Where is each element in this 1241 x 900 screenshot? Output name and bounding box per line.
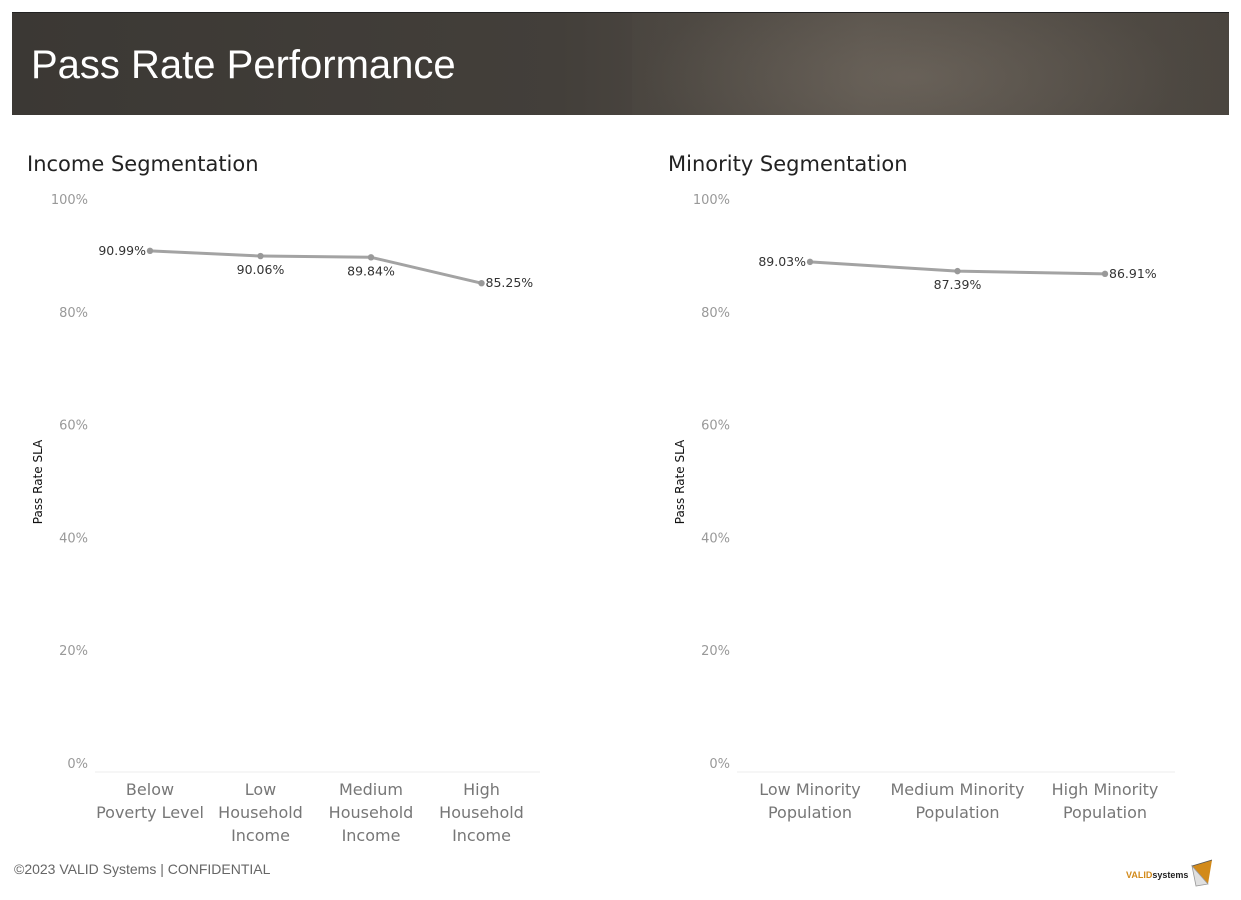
x-tick-label: Medium Minority Population	[890, 780, 1024, 822]
y-tick-label: 60%	[59, 419, 88, 434]
data-label: 89.03%	[758, 254, 806, 269]
series-line	[149, 249, 482, 285]
data-label: 90.06%	[237, 262, 285, 277]
logo-brand: VALID	[1126, 870, 1153, 880]
data-point	[146, 247, 154, 255]
y-tick-label: 40%	[59, 531, 88, 546]
logo-emblem-icon	[1191, 859, 1213, 887]
y-tick-label: 0%	[709, 757, 730, 772]
data-point	[478, 279, 485, 287]
y-tick-label: 20%	[59, 644, 88, 659]
x-tick-label: Low Household Income	[218, 780, 303, 845]
data-label: 85.25%	[486, 275, 534, 290]
x-tick-label: Below Poverty Level	[96, 780, 204, 822]
income-segmentation-chart: Pass Rate SLA 0% 20% 40% 60% 80% 100% 90.99% 90.…	[31, 193, 540, 845]
data-point	[954, 267, 961, 275]
data-point	[806, 258, 814, 266]
y-tick-label: 100%	[51, 193, 88, 208]
data-label: 89.84%	[347, 263, 395, 278]
data-label: 87.39%	[934, 277, 982, 292]
x-tick-label: Low Minority Population	[759, 780, 861, 822]
x-tick-label: High Household Income	[439, 780, 524, 845]
minority-chart-title: Minority Segmentation	[668, 152, 908, 176]
x-tick-label: High Minority Population	[1052, 780, 1159, 822]
logo-suffix: systems	[1152, 870, 1189, 880]
y-tick-label: 0%	[67, 757, 88, 772]
data-label: 90.99%	[98, 243, 146, 258]
y-tick-label: 20%	[701, 644, 730, 659]
y-axis-label: Pass Rate SLA	[673, 439, 687, 524]
logo-wordmark: VALIDsystems	[1126, 870, 1188, 880]
data-label: 86.91%	[1109, 266, 1157, 281]
company-logo: VALIDsystems	[1126, 858, 1226, 890]
y-tick-label: 100%	[693, 193, 730, 208]
data-point	[257, 252, 264, 260]
header-banner: Pass Rate Performance	[12, 12, 1229, 115]
minority-segmentation-chart: Pass Rate SLA 0% 20% 40% 60% 80% 100% 89.03% 87.…	[673, 193, 1175, 822]
data-point	[367, 254, 375, 261]
y-tick-label: 80%	[59, 306, 88, 321]
y-axis-label: Pass Rate SLA	[31, 439, 45, 524]
footer-copyright: ©2023 VALID Systems | CONFIDENTIAL	[14, 861, 271, 877]
x-tick-label: Medium Household Income	[329, 780, 414, 845]
page-title: Pass Rate Performance	[31, 43, 456, 87]
y-tick-label: 80%	[701, 306, 730, 321]
y-tick-label: 40%	[701, 531, 730, 546]
income-chart-title: Income Segmentation	[27, 152, 259, 176]
data-point	[1101, 270, 1109, 278]
y-tick-label: 60%	[701, 419, 730, 434]
